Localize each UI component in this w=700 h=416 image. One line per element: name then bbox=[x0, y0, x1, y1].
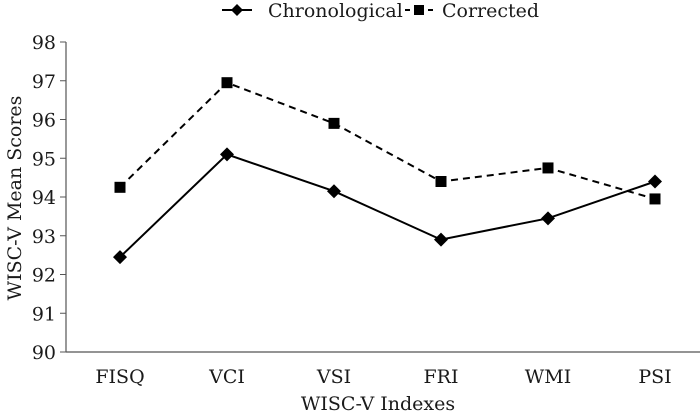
x-tick-label: FISQ bbox=[95, 366, 144, 388]
data-point-diamond bbox=[327, 184, 341, 199]
series-line-chronological bbox=[119, 153, 656, 258]
series-corrected bbox=[114, 77, 661, 205]
data-point-diamond bbox=[220, 147, 234, 162]
legend: Chronological Corrected bbox=[222, 0, 539, 22]
series-layer bbox=[113, 77, 662, 265]
y-tick-label: 94 bbox=[32, 187, 56, 209]
x-axis: FISQ VCI VSI FRI WMI PSI bbox=[66, 351, 700, 388]
data-point-diamond bbox=[113, 250, 127, 265]
x-tick-label: VSI bbox=[316, 366, 351, 388]
y-axis: 90 91 92 93 94 95 96 97 98 bbox=[32, 32, 67, 364]
x-tick-label: PSI bbox=[638, 366, 671, 388]
series-line-corrected bbox=[119, 81, 656, 200]
series-chronological bbox=[113, 147, 662, 265]
legend-label: Corrected bbox=[442, 0, 539, 22]
y-tick-label: 95 bbox=[32, 148, 56, 170]
legend-square-marker bbox=[414, 5, 424, 15]
data-point-square bbox=[114, 181, 126, 193]
data-point-square bbox=[328, 117, 340, 129]
legend-item-chronological: Chronological bbox=[222, 0, 403, 22]
y-tick-label: 90 bbox=[32, 342, 56, 364]
y-tick-label: 97 bbox=[32, 71, 56, 93]
y-tick-label: 91 bbox=[32, 303, 56, 325]
y-tick-label: 93 bbox=[32, 226, 56, 248]
legend-diamond-marker bbox=[231, 4, 243, 16]
x-tick-label: FRI bbox=[424, 366, 459, 388]
data-point-diamond bbox=[434, 232, 448, 247]
legend-label: Chronological bbox=[268, 0, 403, 22]
data-point-square bbox=[649, 193, 661, 205]
y-tick-label: 98 bbox=[32, 32, 56, 54]
data-point-square bbox=[542, 162, 554, 174]
y-tick-label: 92 bbox=[32, 265, 56, 287]
data-point-diamond bbox=[648, 174, 662, 189]
x-axis-title: WISC-V Indexes bbox=[301, 393, 455, 415]
y-axis-title: WISC-V Mean Scores bbox=[4, 96, 26, 301]
data-point-square bbox=[221, 77, 233, 89]
y-tick-label: 96 bbox=[32, 110, 56, 132]
legend-item-corrected: Corrected bbox=[405, 0, 539, 22]
x-tick-label: VCI bbox=[208, 366, 245, 388]
x-tick-label: WMI bbox=[525, 366, 572, 388]
data-point-diamond bbox=[541, 211, 555, 226]
data-point-square bbox=[435, 176, 447, 187]
